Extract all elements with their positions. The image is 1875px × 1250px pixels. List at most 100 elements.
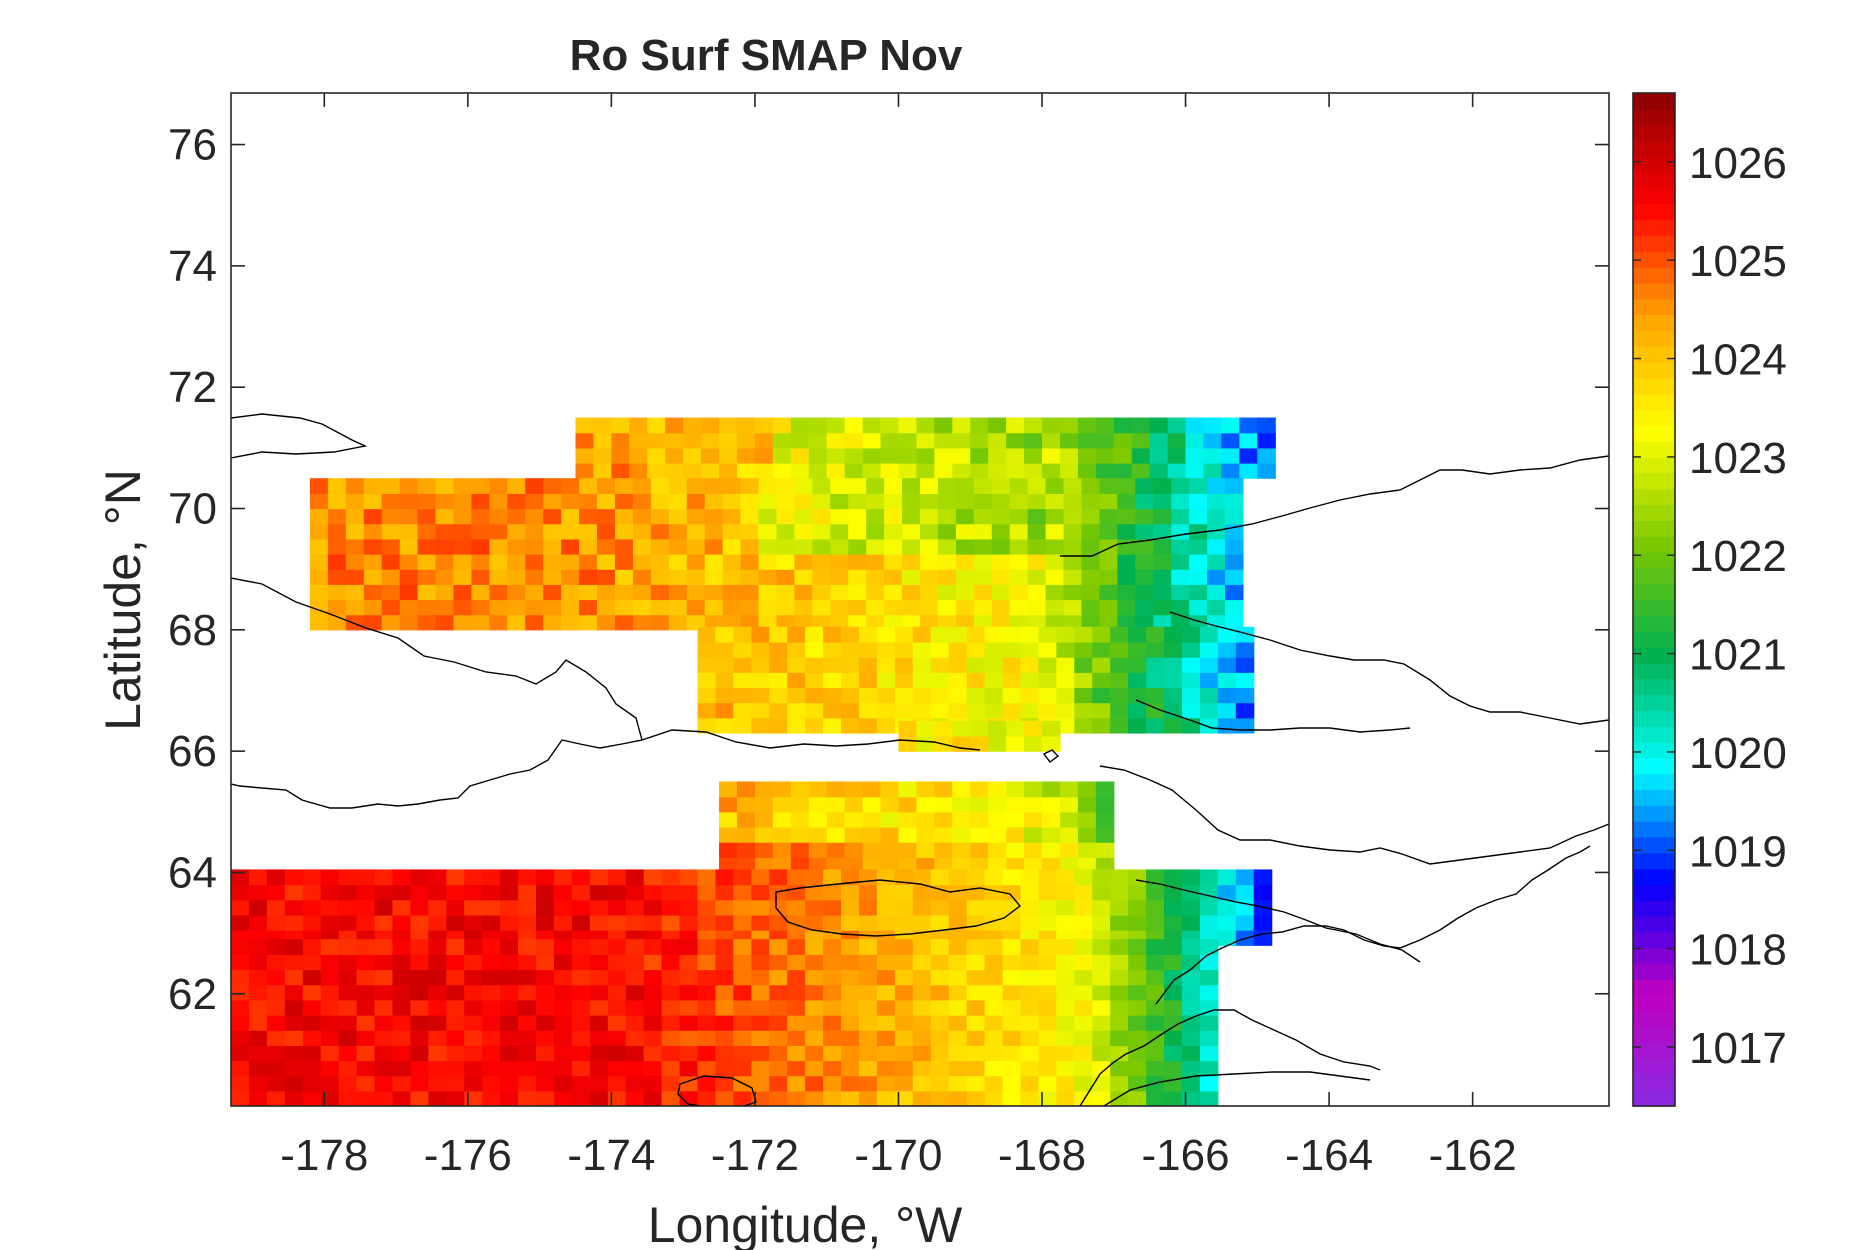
heatmap-cell	[916, 720, 935, 737]
heatmap-cell	[722, 614, 742, 631]
heatmap-cell	[1146, 984, 1165, 1001]
heatmap-cell	[894, 626, 914, 643]
heatmap-cell	[453, 584, 473, 601]
heatmap-cell	[1092, 869, 1111, 886]
heatmap-cell	[1081, 523, 1101, 540]
heatmap-cell	[1217, 641, 1237, 658]
heatmap-cell	[1038, 869, 1057, 886]
heatmap-cell	[697, 984, 717, 1001]
heatmap-cell	[661, 954, 681, 971]
coastline-alaska-north	[1060, 455, 1609, 557]
heatmap-cell	[805, 1015, 824, 1031]
heatmap-cell	[1059, 417, 1079, 434]
heatmap-cell	[1128, 1015, 1147, 1031]
heatmap-cell	[1077, 842, 1097, 858]
heatmap-cell	[858, 672, 878, 689]
heatmap-cell	[614, 599, 634, 616]
heatmap-cell	[1225, 478, 1244, 494]
colorbar-segment	[1633, 567, 1675, 585]
heatmap-cell	[374, 939, 394, 955]
heatmap-cell	[948, 672, 968, 689]
heatmap-cell	[790, 432, 810, 449]
heatmap-cell	[830, 554, 849, 570]
heatmap-cell	[920, 538, 939, 555]
heatmap-cell	[643, 914, 663, 931]
heatmap-cell	[464, 1075, 483, 1092]
heatmap-cell	[392, 1075, 412, 1092]
heatmap-cell	[661, 884, 681, 901]
heatmap-cell	[309, 508, 329, 525]
heatmap-cell	[507, 493, 526, 510]
heatmap-cell	[1199, 672, 1219, 689]
heatmap-cell	[1164, 1060, 1183, 1077]
heatmap-cell	[740, 523, 760, 540]
heatmap-cell	[772, 842, 792, 858]
heatmap-cell	[876, 1060, 896, 1077]
heatmap-cell	[790, 857, 810, 874]
heatmap-cell	[1056, 939, 1075, 955]
heatmap-cell	[392, 1060, 412, 1077]
heatmap-cell	[751, 899, 770, 916]
heatmap-cell	[1181, 1060, 1201, 1077]
heatmap-cell	[930, 687, 950, 704]
heatmap-cell	[571, 999, 591, 1016]
heatmap-cell	[704, 493, 724, 510]
heatmap-cell	[518, 1060, 537, 1077]
heatmap-cell	[948, 899, 968, 916]
heatmap-cell	[525, 478, 544, 494]
heatmap-cell	[934, 811, 953, 828]
heatmap-cell	[518, 869, 537, 886]
heatmap-cell	[320, 1030, 340, 1046]
colorbar-segment	[1633, 662, 1675, 680]
heatmap-cell	[937, 599, 957, 616]
heatmap-cell	[632, 508, 652, 525]
heatmap-cell	[722, 554, 742, 570]
heatmap-cell	[733, 626, 752, 643]
heatmap-cell	[417, 523, 437, 540]
y-tick-label: 70	[168, 485, 217, 534]
heatmap-cell	[575, 432, 595, 449]
heatmap-cell	[356, 1030, 376, 1046]
heatmap-cell	[844, 781, 864, 798]
heatmap-cell	[955, 614, 975, 631]
heatmap-cell	[715, 984, 734, 1001]
heatmap-cell	[518, 984, 537, 1001]
heatmap-cell	[248, 1045, 268, 1062]
heatmap-cell	[858, 884, 878, 901]
heatmap-cell	[805, 641, 824, 658]
heatmap-cell	[1056, 1075, 1075, 1092]
heatmap-cell	[1225, 493, 1244, 510]
heatmap-cell	[453, 493, 473, 510]
heatmap-cell	[381, 614, 401, 631]
heatmap-cell	[1225, 614, 1244, 631]
heatmap-cell	[1045, 538, 1065, 555]
heatmap-cell	[1006, 447, 1025, 464]
colorbar-segment	[1633, 773, 1675, 791]
heatmap-cell	[1135, 599, 1154, 616]
colorbar-segment	[1633, 599, 1675, 616]
heatmap-cell	[435, 493, 455, 510]
heatmap-cell	[356, 899, 376, 916]
heatmap-cell	[894, 641, 914, 658]
heatmap-cell	[898, 735, 918, 752]
heatmap-cell	[898, 842, 918, 858]
coastline-yukon-delta	[1155, 845, 1591, 1005]
heatmap-cell	[916, 417, 935, 434]
heatmap-cell	[1009, 599, 1029, 616]
heatmap-cell	[772, 463, 792, 479]
heatmap-cell	[543, 599, 562, 616]
heatmap-cell	[1110, 1045, 1129, 1062]
heatmap-cell	[934, 842, 953, 858]
heatmap-cell	[884, 508, 903, 525]
heatmap-cell	[930, 899, 950, 916]
heatmap-cell	[823, 869, 842, 886]
heatmap-cell	[787, 954, 806, 971]
heatmap-cell	[650, 599, 670, 616]
heatmap-cell	[790, 811, 810, 828]
heatmap-cell	[758, 554, 778, 570]
heatmap-cell	[356, 954, 376, 971]
colorbar-segment	[1633, 1074, 1675, 1091]
heatmap-cell	[858, 687, 878, 704]
heatmap-cell	[758, 599, 778, 616]
heatmap-cell	[611, 432, 630, 449]
